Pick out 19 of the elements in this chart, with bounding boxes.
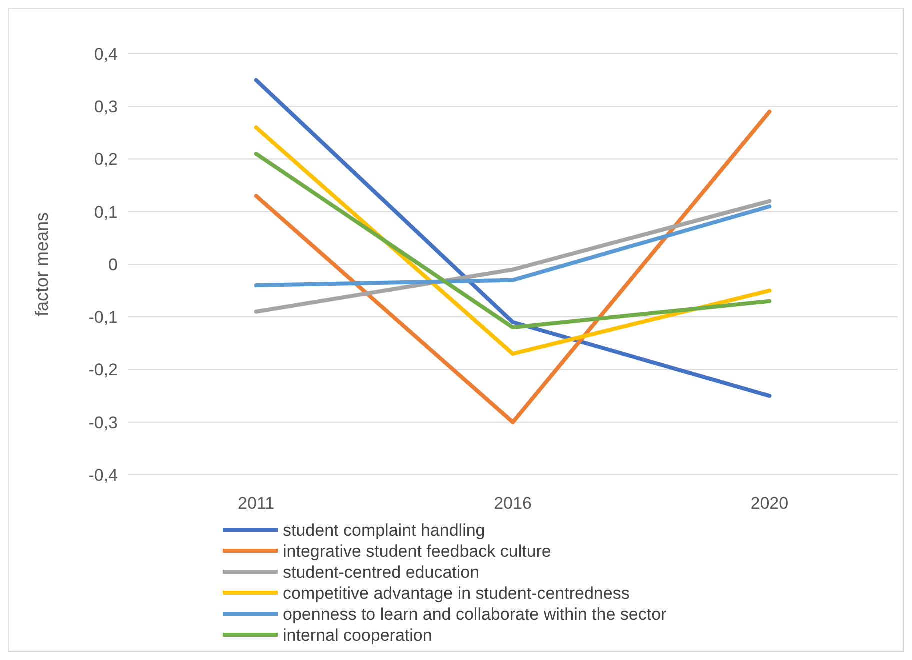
y-axis-title: factor means <box>32 212 52 317</box>
y-tick-label: -0,3 <box>88 413 118 432</box>
legend-label: integrative student feedback culture <box>283 542 552 561</box>
y-tick-label: 0,1 <box>94 202 118 222</box>
y-tick-label: -0,4 <box>88 466 118 485</box>
legend-label: competitive advantage in student-centredness <box>283 584 630 603</box>
legend-label: internal cooperation <box>283 626 432 645</box>
y-tick-label: 0,3 <box>94 98 118 117</box>
legend-label: student complaint handling <box>283 520 486 540</box>
legend-label: student-centred education <box>283 562 480 582</box>
legend-label: openness to learn and collaborate within the sector <box>283 604 668 624</box>
y-tick-label: -0,1 <box>88 308 118 328</box>
x-tick-label: 2016 <box>494 494 532 513</box>
x-tick-label: 2011 <box>238 494 275 513</box>
y-tick-label: 0 <box>108 255 118 274</box>
y-tick-label: 0,2 <box>94 150 118 170</box>
y-tick-label: -0,2 <box>88 360 118 380</box>
x-tick-label: 2020 <box>750 494 789 513</box>
y-tick-label: 0,4 <box>94 44 118 64</box>
